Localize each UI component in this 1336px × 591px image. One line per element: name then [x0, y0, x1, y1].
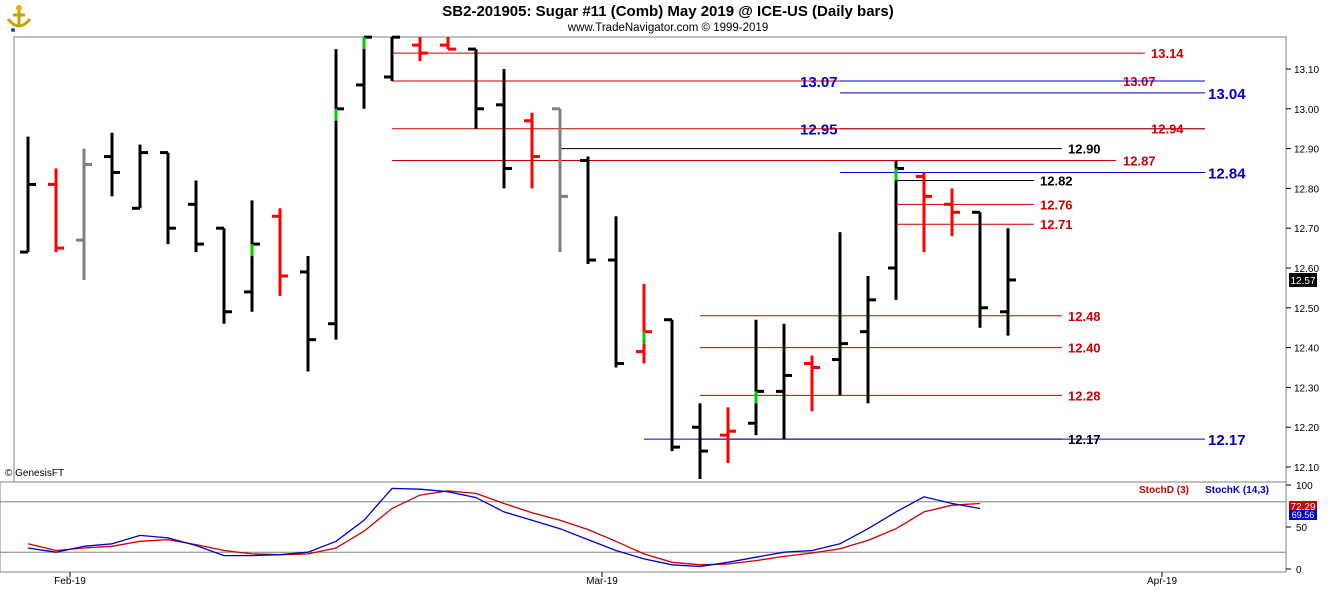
ohlc-bar [356, 35, 372, 109]
ohlc-bar [636, 283, 652, 364]
ohlc-bar [916, 172, 932, 253]
ohlc-bars [20, 35, 1016, 479]
date-tick-label: Mar-19 [586, 576, 618, 587]
ohlc-bar [888, 160, 904, 300]
level-label: 12.17 [1208, 432, 1246, 449]
level-label: 12.94 [1151, 122, 1184, 137]
level-label: 12.76 [1040, 197, 1073, 212]
ohlc-bar [244, 200, 260, 312]
date-axis: Feb-19 Mar-19 Apr-19 [54, 572, 1177, 587]
stoch-tick-label: 100 [1296, 481, 1313, 492]
level-label: 12.48 [1068, 309, 1101, 324]
ohlc-bar [216, 226, 232, 324]
level-label: 12.87 [1123, 154, 1156, 169]
price-tick-label: 12.70 [1294, 224, 1319, 235]
price-tick-label: 12.30 [1294, 383, 1319, 394]
ohlc-bar [328, 49, 344, 340]
level-label: 13.04 [1208, 86, 1246, 103]
stoch-tick-label: 0 [1296, 565, 1302, 576]
ohlc-bar [48, 168, 64, 253]
date-tick-label: Feb-19 [54, 576, 86, 587]
ohlc-bar [132, 144, 148, 210]
chart-subtitle: www.TradeNavigator.com © 1999-2019 [567, 22, 769, 34]
level-label: 12.28 [1068, 388, 1101, 403]
ohlc-bar [300, 256, 316, 372]
ohlc-bar [384, 35, 400, 81]
level-label: 12.84 [1208, 165, 1246, 182]
ohlc-bar [412, 37, 428, 62]
level-label: 12.95 [800, 122, 838, 139]
ohlc-bar [160, 151, 176, 245]
stoch-last-badges: 72.29 69.56 [1289, 501, 1317, 520]
level-label: 12.40 [1068, 341, 1101, 356]
data-credit: © GenesisFT [5, 468, 65, 479]
ohlc-bar [664, 318, 680, 452]
stochastic-panel: 100 50 0 StochD (3) StochK (14,3) 72.29 69… [0, 481, 1317, 576]
ohlc-bar [860, 275, 876, 404]
last-price-label: 12.57 [1290, 276, 1315, 287]
ohlc-bar [524, 112, 540, 189]
ohlc-bar [496, 69, 512, 189]
last-price-badge: 12.57 [1289, 273, 1317, 287]
stochastic-lines [0, 487, 1286, 568]
ohlc-bar [76, 148, 92, 280]
ohlc-bar [972, 210, 988, 328]
ohlc-bar [832, 232, 848, 396]
price-tick-label: 12.20 [1294, 423, 1319, 434]
ohlc-bar [468, 47, 484, 129]
level-label: 12.82 [1040, 173, 1073, 188]
ohlc-bar [748, 319, 764, 436]
ohlc-bar [272, 208, 288, 296]
stoch-d-last: 72.29 [1290, 502, 1315, 513]
ohlc-bar [104, 132, 120, 197]
stoch-k-last: 69.56 [1292, 510, 1315, 520]
level-label: 13.07 [800, 74, 838, 91]
ohlc-bar [692, 403, 708, 479]
stoch-series-line [27, 487, 981, 568]
chart-title: SB2-201905: Sugar #11 (Comb) May 2019 @ … [442, 3, 894, 20]
ohlc-bar [944, 188, 960, 237]
ohlc-bar [552, 107, 568, 253]
legend-stoch-k: StochK (14,3) [1205, 485, 1269, 496]
level-label: 12.90 [1068, 142, 1101, 157]
level-label: 12.71 [1040, 217, 1073, 232]
ohlc-bar [720, 407, 736, 464]
price-tick-label: 13.00 [1294, 105, 1319, 116]
price-tick-label: 12.80 [1294, 184, 1319, 195]
price-tick-label: 12.40 [1294, 344, 1319, 355]
price-tick-label: 12.60 [1294, 264, 1319, 275]
ohlc-bar [608, 216, 624, 368]
level-label: 13.14 [1151, 46, 1184, 61]
ohlc-bar [440, 37, 456, 51]
price-tick-label: 13.10 [1294, 65, 1319, 76]
ohlc-bar [1000, 228, 1016, 336]
price-tick-label: 12.10 [1294, 463, 1319, 474]
date-tick-label: Apr-19 [1147, 576, 1177, 587]
price-tick-label: 12.50 [1294, 304, 1319, 315]
anchor-logo-icon [6, 5, 32, 32]
legend-stoch-d: StochD (3) [1139, 485, 1189, 496]
ohlc-bar [188, 180, 204, 253]
price-axis: 13.10 13.00 12.90 12.80 12.70 12.60 12.50 12.40… [1286, 65, 1319, 474]
price-tick-label: 12.90 [1294, 145, 1319, 156]
ohlc-bar [804, 355, 820, 412]
stoch-tick-label: 50 [1296, 523, 1308, 534]
ohlc-bar [776, 323, 792, 440]
stochastic-axis: 100 50 0 [1286, 481, 1313, 576]
ohlc-bar [20, 136, 36, 254]
ohlc-bar [580, 156, 596, 265]
